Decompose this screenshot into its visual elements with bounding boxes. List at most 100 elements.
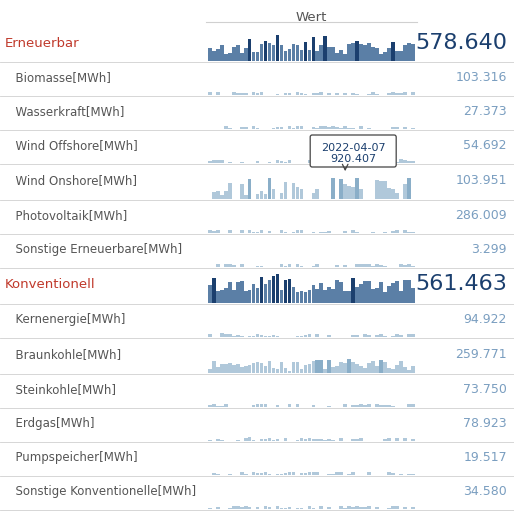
Bar <box>272 276 276 303</box>
Bar <box>268 280 271 303</box>
Bar <box>391 127 395 129</box>
Bar <box>311 473 315 475</box>
Bar <box>288 264 291 267</box>
Bar <box>311 232 315 233</box>
Bar <box>208 161 212 163</box>
Bar <box>407 161 411 163</box>
Bar <box>228 334 232 337</box>
Bar <box>371 92 375 95</box>
Bar <box>320 45 323 61</box>
Bar <box>387 48 391 61</box>
Bar <box>224 126 228 129</box>
Bar <box>351 362 355 373</box>
Bar <box>327 360 331 373</box>
Bar <box>276 127 279 129</box>
Text: Braunkohle[MWh]: Braunkohle[MWh] <box>8 348 121 361</box>
Bar <box>323 440 327 441</box>
Bar <box>320 92 323 95</box>
Bar <box>355 506 359 509</box>
Bar <box>256 507 260 509</box>
Bar <box>359 159 363 163</box>
Bar <box>284 161 287 163</box>
Bar <box>363 162 367 163</box>
Bar <box>375 365 379 373</box>
Bar <box>379 359 383 373</box>
Bar <box>355 178 359 199</box>
Bar <box>391 506 395 509</box>
Bar <box>216 230 219 233</box>
Bar <box>256 288 260 303</box>
Bar <box>296 336 299 337</box>
Bar <box>276 406 279 407</box>
Bar <box>224 192 228 199</box>
Bar <box>320 126 323 129</box>
Bar <box>268 474 271 475</box>
Text: Erdgas[MWh]: Erdgas[MWh] <box>8 417 95 430</box>
Bar <box>367 405 371 407</box>
Bar <box>375 404 379 407</box>
Bar <box>232 289 235 303</box>
Bar <box>407 280 411 303</box>
Bar <box>272 189 276 199</box>
Bar <box>244 127 248 129</box>
Bar <box>244 438 248 441</box>
Bar <box>391 283 395 303</box>
Bar <box>316 289 319 303</box>
Bar <box>347 44 351 61</box>
Bar <box>379 335 383 337</box>
Bar <box>268 178 271 199</box>
Bar <box>311 127 315 129</box>
Bar <box>220 45 224 61</box>
Bar <box>220 364 224 373</box>
Bar <box>379 162 383 163</box>
Text: Sonstige Konventionelle[MWh]: Sonstige Konventionelle[MWh] <box>8 485 196 498</box>
Bar <box>300 290 303 303</box>
Bar <box>248 336 251 337</box>
Bar <box>216 439 219 441</box>
Bar <box>355 287 359 303</box>
Bar <box>343 126 347 129</box>
Bar <box>272 127 276 129</box>
Bar <box>399 51 403 61</box>
Bar <box>383 363 387 373</box>
Bar <box>288 159 291 163</box>
Bar <box>248 39 251 61</box>
Bar <box>304 364 307 373</box>
Bar <box>351 335 355 337</box>
Bar <box>311 508 315 509</box>
Bar <box>224 404 228 407</box>
Bar <box>256 128 260 129</box>
Bar <box>347 128 351 129</box>
Bar <box>284 473 287 475</box>
Bar <box>395 127 399 129</box>
Bar <box>300 50 303 61</box>
Bar <box>335 127 339 129</box>
Bar <box>403 507 407 509</box>
Text: Biomasse[MWh]: Biomasse[MWh] <box>8 71 111 84</box>
Bar <box>359 284 363 303</box>
Bar <box>208 230 212 233</box>
Bar <box>311 193 315 199</box>
Bar <box>411 507 415 509</box>
Bar <box>327 287 331 303</box>
Bar <box>367 128 371 129</box>
Bar <box>232 506 235 509</box>
Bar <box>291 472 295 475</box>
Bar <box>260 230 264 233</box>
Bar <box>284 266 287 267</box>
Bar <box>387 367 391 373</box>
Bar <box>236 335 240 337</box>
Bar <box>347 506 351 509</box>
Bar <box>291 183 295 199</box>
Bar <box>339 472 343 475</box>
Bar <box>403 367 407 373</box>
Bar <box>220 440 224 441</box>
Bar <box>256 473 260 475</box>
Bar <box>280 127 283 129</box>
Bar <box>284 51 287 61</box>
Bar <box>260 473 264 475</box>
Bar <box>280 230 283 233</box>
Bar <box>407 334 411 337</box>
Bar <box>411 439 415 441</box>
Bar <box>355 364 359 373</box>
